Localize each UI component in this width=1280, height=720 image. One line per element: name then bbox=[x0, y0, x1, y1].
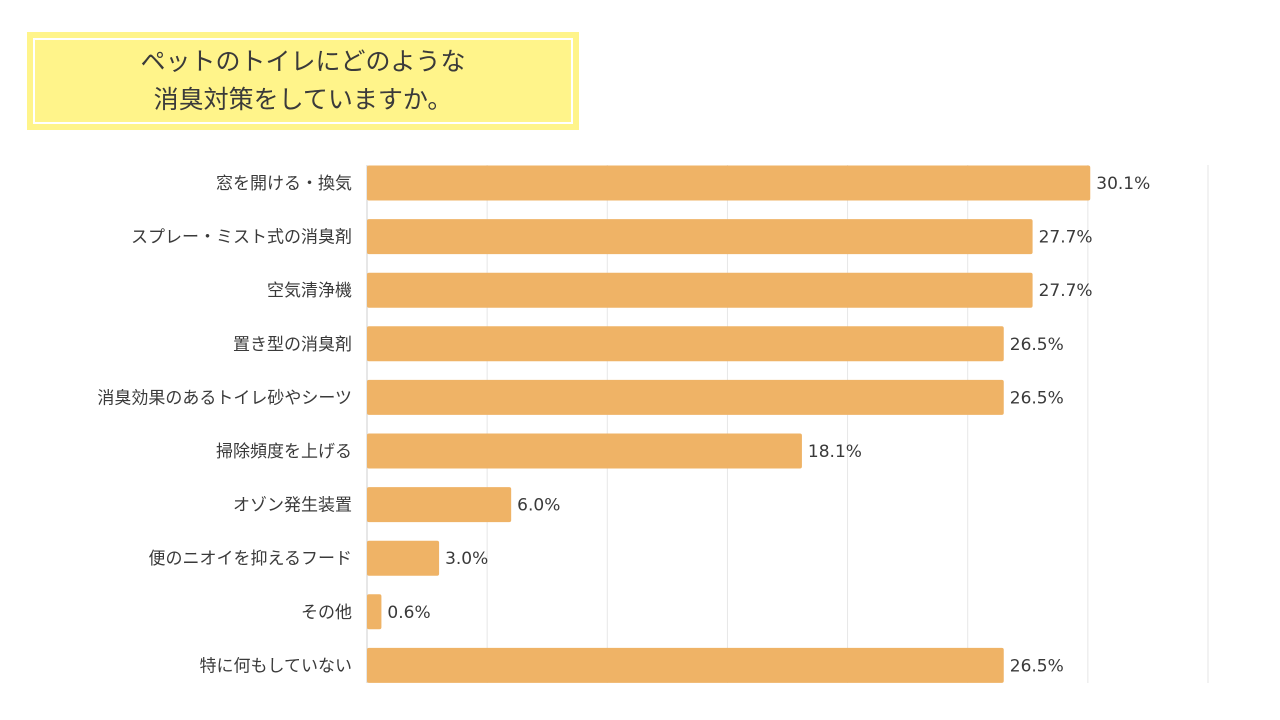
value-label: 6.0% bbox=[517, 496, 560, 516]
bar bbox=[367, 326, 1004, 362]
category-label: 空気清浄機 bbox=[267, 281, 352, 301]
bar bbox=[367, 379, 1004, 415]
category-label: 消臭効果のあるトイレ砂やシーツ bbox=[97, 388, 352, 408]
bar bbox=[367, 540, 440, 576]
category-label: 窓を開ける・換気 bbox=[216, 174, 352, 194]
bar bbox=[367, 165, 1091, 201]
chart-title: ペットのトイレにどのような 消臭対策をしていますか。 bbox=[140, 47, 466, 114]
value-label: 26.5% bbox=[1010, 656, 1064, 676]
value-label: 27.7% bbox=[1039, 228, 1093, 248]
bar bbox=[367, 594, 382, 630]
category-label: 掃除頻度を上げる bbox=[216, 442, 352, 462]
category-label: 特に何もしていない bbox=[200, 656, 353, 676]
chart-title-box: ペットのトイレにどのような 消臭対策をしていますか。 bbox=[27, 32, 579, 130]
value-label: 3.0% bbox=[445, 549, 488, 569]
bar bbox=[367, 433, 802, 469]
category-label: オゾン発生装置 bbox=[233, 496, 352, 516]
category-label: スプレー・ミスト式の消臭剤 bbox=[131, 228, 352, 248]
bar bbox=[367, 272, 1033, 308]
bar bbox=[367, 219, 1033, 255]
value-label: 26.5% bbox=[1010, 388, 1064, 408]
bar bbox=[367, 647, 1004, 683]
value-label: 27.7% bbox=[1039, 281, 1093, 301]
value-label: 26.5% bbox=[1010, 335, 1064, 355]
value-label: 30.1% bbox=[1096, 174, 1150, 194]
value-label: 0.6% bbox=[387, 603, 430, 623]
value-label: 18.1% bbox=[808, 442, 862, 462]
bar bbox=[367, 487, 512, 523]
category-label: 便のニオイを抑えるフード bbox=[149, 549, 353, 569]
category-label: その他 bbox=[301, 603, 352, 623]
category-label: 置き型の消臭剤 bbox=[233, 335, 352, 355]
